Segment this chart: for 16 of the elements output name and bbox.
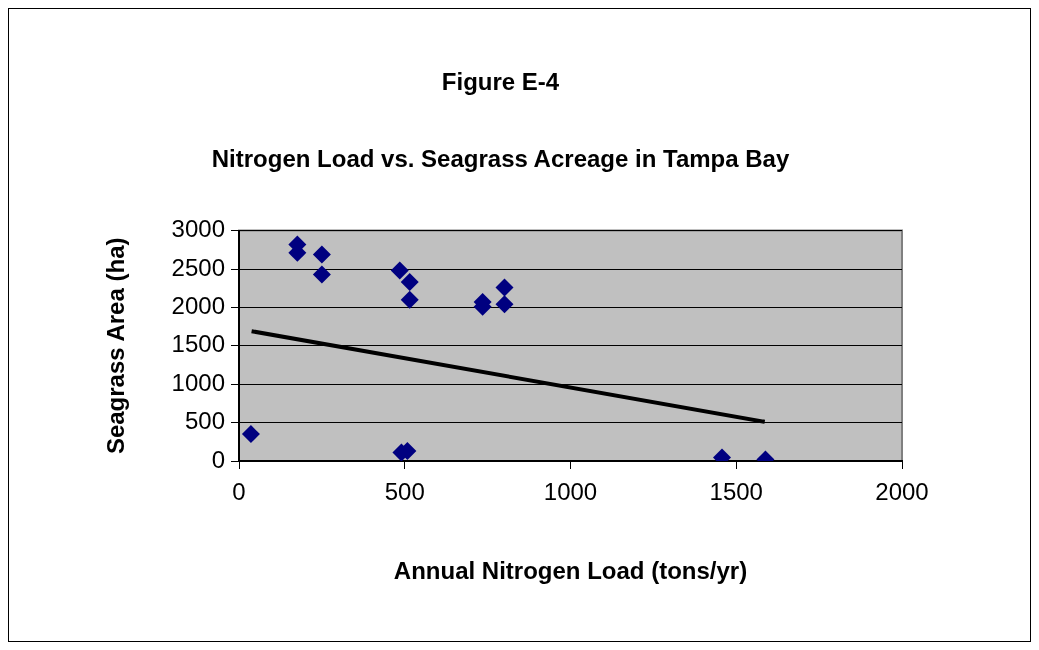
y-tick-label: 1000 (171, 368, 225, 396)
y-tick-label: 1500 (171, 330, 225, 358)
x-tick-label: 500 (384, 478, 425, 506)
x-axis-title: Annual Nitrogen Load (tons/yr) (393, 557, 748, 585)
x-tick-label: 0 (232, 478, 246, 506)
chart-title: Figure E-4 (441, 68, 560, 96)
y-axis-title: Seagrass Area (ha) (102, 237, 130, 455)
x-tick-label: 1500 (709, 478, 763, 506)
chart-subtitle: Nitrogen Load vs. Seagrass Acreage in Tampa Bay (211, 144, 790, 172)
y-tick-label: 2000 (171, 292, 225, 320)
x-tick-label: 1000 (543, 478, 598, 506)
y-tick-label: 0 (211, 445, 225, 473)
y-tick-label: 3000 (171, 215, 225, 243)
y-tick-label: 2500 (171, 253, 225, 281)
x-tick-label: 2000 (875, 478, 929, 506)
y-tick-label: 500 (184, 407, 225, 435)
